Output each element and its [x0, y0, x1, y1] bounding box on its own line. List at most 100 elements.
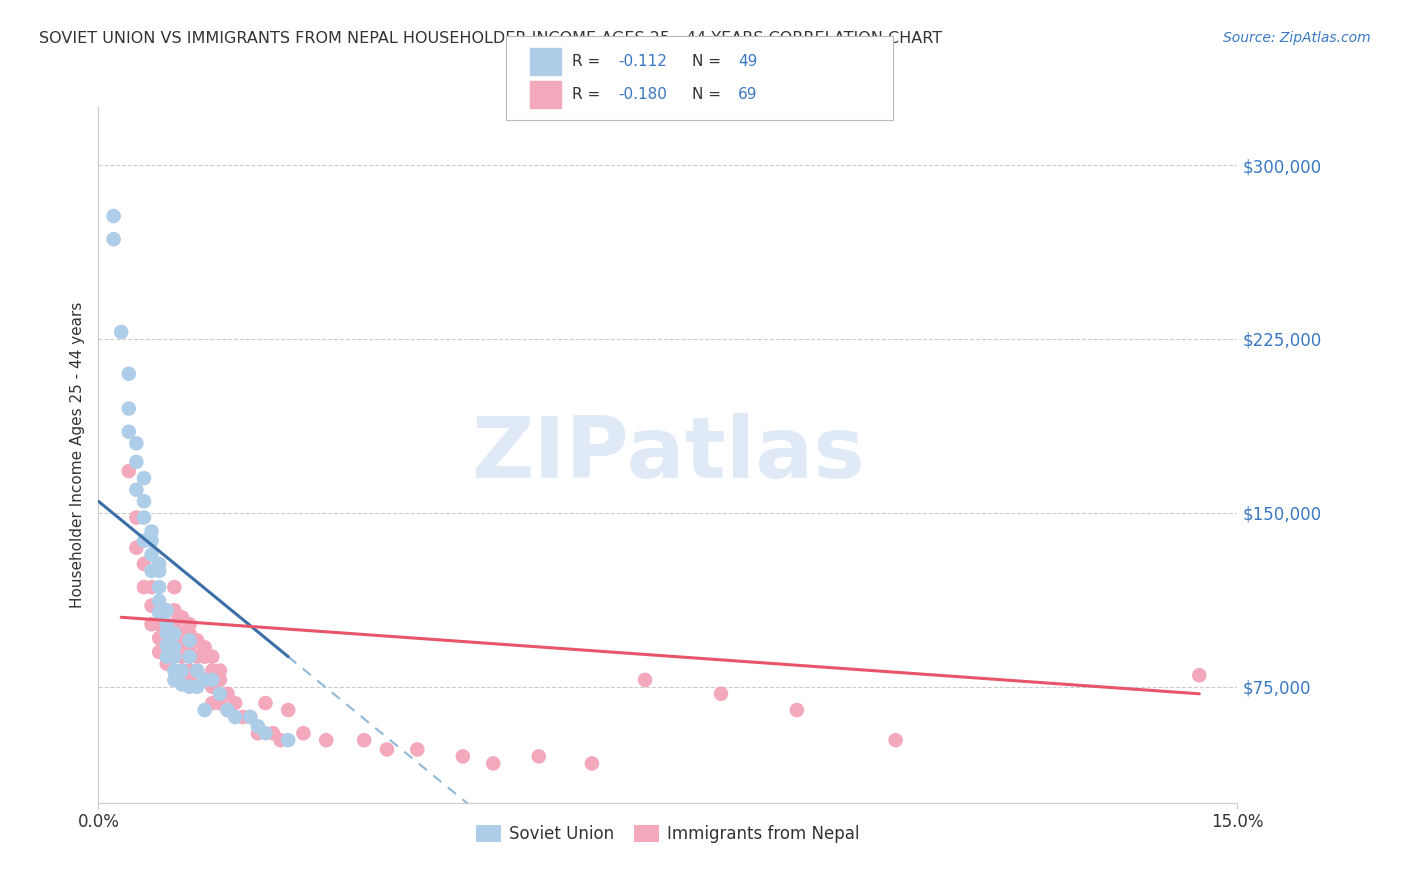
- Point: [141, 564, 163, 578]
- Point: [170, 677, 193, 691]
- Point: [125, 541, 148, 555]
- Point: [156, 649, 179, 664]
- Point: [634, 673, 657, 687]
- Point: [118, 464, 141, 478]
- Point: [141, 548, 163, 562]
- Point: [315, 733, 337, 747]
- Point: [208, 696, 231, 710]
- Point: [125, 436, 148, 450]
- Point: [141, 524, 163, 539]
- Point: [786, 703, 808, 717]
- Point: [148, 594, 170, 608]
- Point: [156, 626, 179, 640]
- Point: [239, 710, 262, 724]
- Point: [156, 638, 179, 652]
- Point: [217, 703, 239, 717]
- Text: Source: ZipAtlas.com: Source: ZipAtlas.com: [1223, 31, 1371, 45]
- Point: [194, 673, 217, 687]
- Point: [292, 726, 315, 740]
- Point: [170, 664, 193, 678]
- Text: 49: 49: [738, 54, 758, 69]
- Point: [170, 664, 193, 678]
- Point: [148, 603, 170, 617]
- Point: [179, 626, 201, 640]
- Point: [208, 664, 231, 678]
- Point: [163, 626, 186, 640]
- Point: [527, 749, 550, 764]
- Point: [224, 696, 246, 710]
- Point: [148, 564, 170, 578]
- Point: [156, 617, 179, 632]
- Point: [201, 673, 224, 687]
- Point: [179, 664, 201, 678]
- Point: [132, 533, 155, 548]
- Point: [118, 425, 141, 439]
- Point: [254, 696, 277, 710]
- Point: [1188, 668, 1211, 682]
- Text: N =: N =: [692, 87, 725, 103]
- Point: [179, 649, 201, 664]
- Point: [141, 617, 163, 632]
- Point: [141, 580, 163, 594]
- Point: [277, 703, 299, 717]
- Point: [201, 680, 224, 694]
- Point: [186, 680, 208, 694]
- Point: [118, 367, 141, 381]
- Point: [179, 633, 201, 648]
- Point: [179, 680, 201, 694]
- Point: [406, 742, 429, 756]
- Point: [125, 455, 148, 469]
- Point: [246, 726, 269, 740]
- Point: [110, 325, 132, 339]
- Point: [246, 719, 269, 733]
- Point: [163, 649, 186, 664]
- Text: R =: R =: [572, 87, 606, 103]
- Point: [208, 687, 231, 701]
- Point: [103, 232, 125, 246]
- Point: [163, 673, 186, 687]
- Point: [277, 733, 299, 747]
- Point: [224, 710, 246, 724]
- Point: [163, 603, 186, 617]
- Point: [148, 617, 170, 632]
- Point: [884, 733, 907, 747]
- Point: [270, 733, 292, 747]
- Point: [125, 510, 148, 524]
- Point: [170, 649, 193, 664]
- Point: [163, 640, 186, 655]
- Point: [186, 664, 208, 678]
- Point: [186, 633, 208, 648]
- Point: [451, 749, 474, 764]
- Point: [239, 710, 262, 724]
- Point: [132, 557, 155, 571]
- Point: [179, 640, 201, 655]
- Point: [375, 742, 398, 756]
- Point: [163, 664, 186, 678]
- Point: [163, 631, 186, 645]
- Point: [156, 617, 179, 632]
- Point: [217, 687, 239, 701]
- Point: [201, 696, 224, 710]
- Point: [170, 610, 193, 624]
- Point: [148, 580, 170, 594]
- Point: [148, 606, 170, 620]
- Point: [353, 733, 375, 747]
- Point: [201, 664, 224, 678]
- Point: [194, 649, 217, 664]
- Point: [186, 649, 208, 664]
- Text: SOVIET UNION VS IMMIGRANTS FROM NEPAL HOUSEHOLDER INCOME AGES 25 - 44 YEARS CORR: SOVIET UNION VS IMMIGRANTS FROM NEPAL HO…: [39, 31, 942, 46]
- Text: ZIPatlas: ZIPatlas: [471, 413, 865, 497]
- Point: [156, 603, 179, 617]
- Text: -0.112: -0.112: [619, 54, 668, 69]
- Point: [581, 756, 603, 771]
- Point: [208, 673, 231, 687]
- Point: [170, 640, 193, 655]
- Point: [148, 631, 170, 645]
- Point: [194, 673, 217, 687]
- Point: [194, 703, 217, 717]
- Point: [163, 617, 186, 632]
- Point: [118, 401, 141, 416]
- Legend: Soviet Union, Immigrants from Nepal: Soviet Union, Immigrants from Nepal: [470, 819, 866, 850]
- Point: [148, 557, 170, 571]
- Y-axis label: Householder Income Ages 25 - 44 years: Householder Income Ages 25 - 44 years: [69, 301, 84, 608]
